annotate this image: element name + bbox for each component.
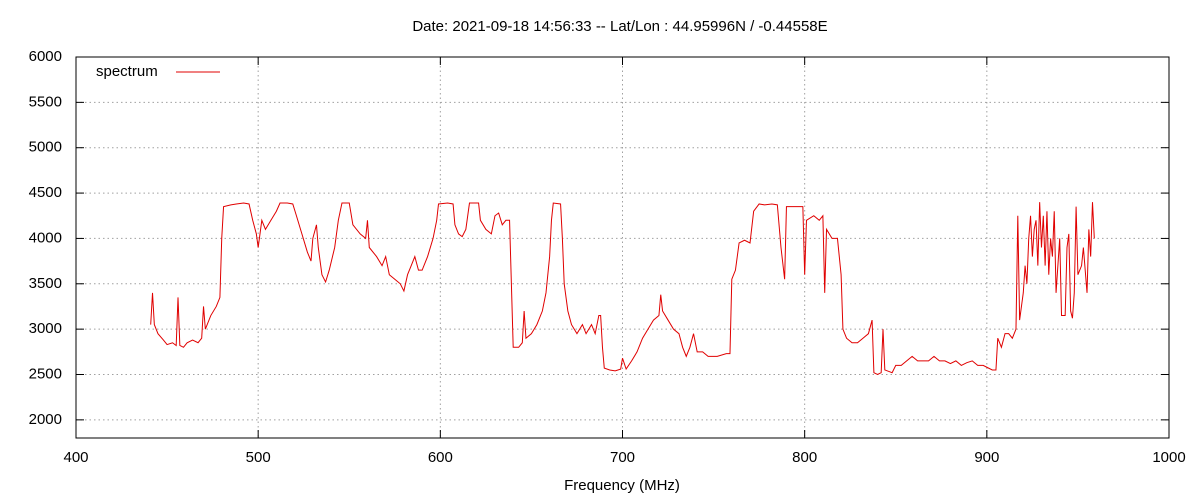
y-tick-label: 3500 bbox=[29, 275, 62, 292]
y-tick-label: 5000 bbox=[29, 139, 62, 156]
x-tick-label: 1000 bbox=[1152, 449, 1185, 466]
y-tick-label: 4000 bbox=[29, 229, 62, 246]
y-tick-label: 2000 bbox=[29, 411, 62, 428]
line bbox=[150, 202, 1095, 376]
x-tick-label: 400 bbox=[63, 449, 88, 466]
legend-label: spectrum bbox=[96, 63, 158, 80]
y-tick-label: 3000 bbox=[29, 320, 62, 337]
y-tick-label: 6000 bbox=[29, 48, 62, 65]
x-axis-label: Frequency (MHz) bbox=[564, 477, 680, 494]
y-tick-label: 4500 bbox=[29, 184, 62, 201]
x-tick-label: 800 bbox=[792, 449, 817, 466]
y-tick-label: 2500 bbox=[29, 365, 62, 382]
x-tick-label: 700 bbox=[610, 449, 635, 466]
chart-title: Date: 2021-09-18 14:56:33 -- Lat/Lon : 4… bbox=[412, 18, 827, 35]
plot-border bbox=[75, 56, 1170, 439]
y-tick-label: 5500 bbox=[29, 93, 62, 110]
x-tick-label: 600 bbox=[428, 449, 453, 466]
x-tick-label: 500 bbox=[246, 449, 271, 466]
x-tick-label: 900 bbox=[974, 449, 999, 466]
